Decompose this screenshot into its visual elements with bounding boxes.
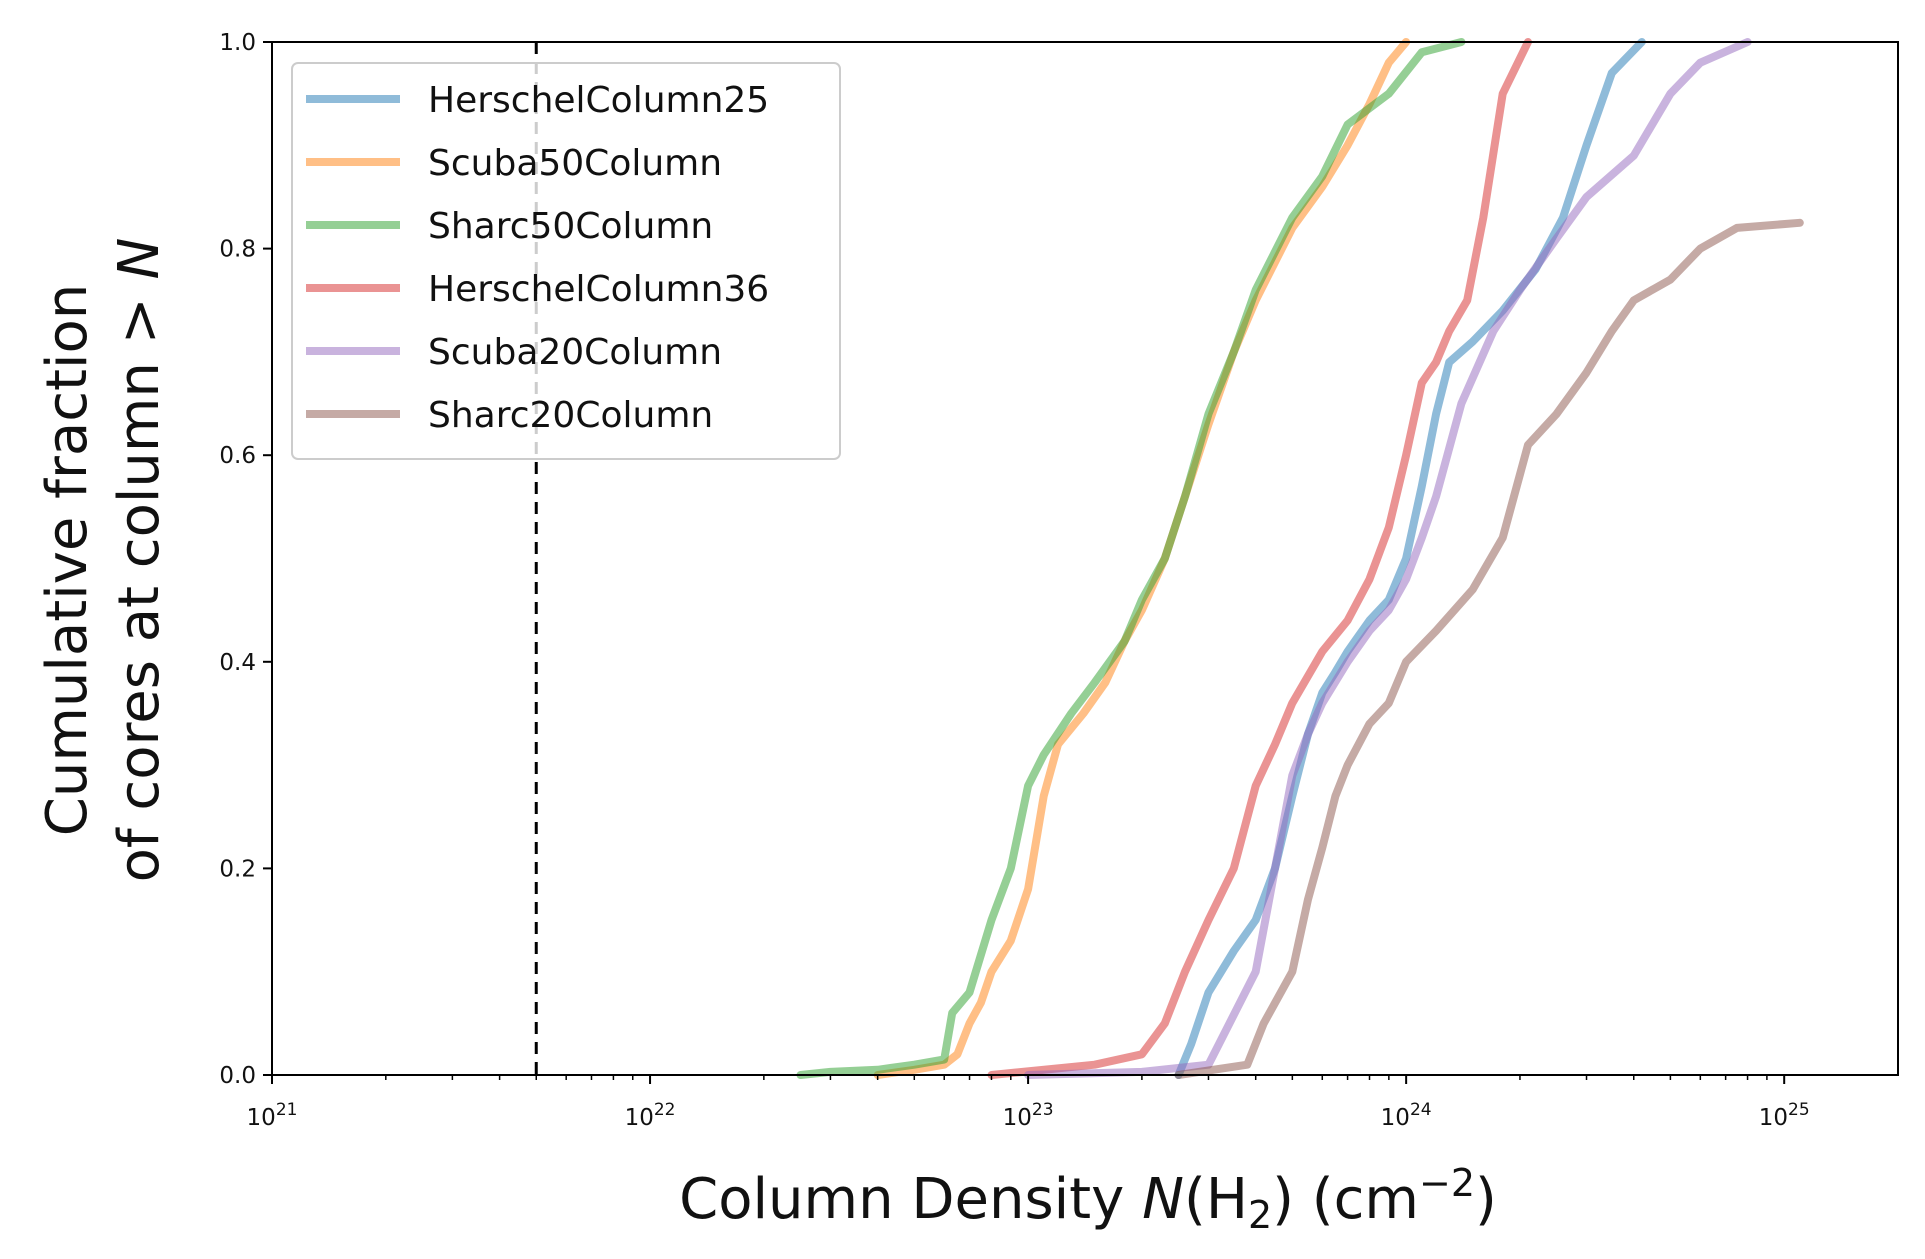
- series-line-Sharc20Column: [1174, 218, 1804, 1079]
- x-tick-label: 1025: [1759, 1100, 1810, 1131]
- x-axis-title-part4: ): [1475, 1167, 1497, 1232]
- legend-label: HerschelColumn25: [428, 80, 769, 121]
- y-axis-title: Cumulative fraction of cores at column >…: [35, 238, 172, 883]
- legend-box: [291, 62, 841, 460]
- legend: HerschelColumn25 Scuba50Column Sharc50Colu…: [291, 62, 841, 460]
- legend-label: Sharc20Column: [428, 395, 713, 436]
- legend-label: Sharc50Column: [428, 206, 713, 247]
- y-tick-label: 1.0: [219, 30, 256, 56]
- x-tick-label: 1023: [1003, 1100, 1054, 1131]
- series-line-Scuba20Column: [1024, 38, 1752, 1079]
- y-tick-label: 0.4: [219, 650, 256, 676]
- y-axis-title-line2-text: of cores at column >: [107, 280, 172, 883]
- x-axis-title-sub: 2: [1248, 1193, 1272, 1237]
- x-tick-label: 1022: [625, 1100, 676, 1131]
- x-axis-title: Column Density N(H2) (cm−2): [679, 1161, 1497, 1237]
- series-line-HerschelColumn36: [987, 38, 1532, 1079]
- series-line-Scuba50Column: [873, 38, 1411, 1079]
- y-tick-label: 0.0: [219, 1063, 256, 1089]
- y-axis-title-line2-var: N: [107, 238, 172, 280]
- y-axis-title-line2: of cores at column > N: [107, 238, 172, 883]
- x-axis-title-part2: (H: [1184, 1167, 1248, 1232]
- legend-label: Scuba50Column: [428, 143, 722, 184]
- x-axis-title-sup: −2: [1419, 1161, 1475, 1205]
- x-tick-label: 1021: [247, 1100, 298, 1131]
- y-axis-title-line1: Cumulative fraction: [35, 284, 100, 837]
- x-axis-title-var: N: [1142, 1167, 1184, 1232]
- series-layer: [796, 38, 1804, 1079]
- y-tick-label: 0.6: [219, 443, 256, 469]
- y-tick-label: 0.2: [219, 856, 256, 882]
- series-line-Sharc50Column: [796, 38, 1466, 1079]
- legend-label: HerschelColumn36: [428, 269, 769, 310]
- x-tick-label: 1024: [1381, 1100, 1432, 1131]
- x-axis-title-part3: ) (cm: [1272, 1167, 1419, 1232]
- x-axis-title-part1: Column Density: [679, 1167, 1142, 1232]
- legend-label: Scuba20Column: [428, 332, 722, 373]
- axis-ticks: 1021 1022 1023 1024 1025 0.0 0.2 0.4 0.6 0.8 1.0: [219, 30, 1809, 1131]
- plot-frame: [271, 41, 1899, 1076]
- y-tick-label: 0.8: [219, 237, 256, 263]
